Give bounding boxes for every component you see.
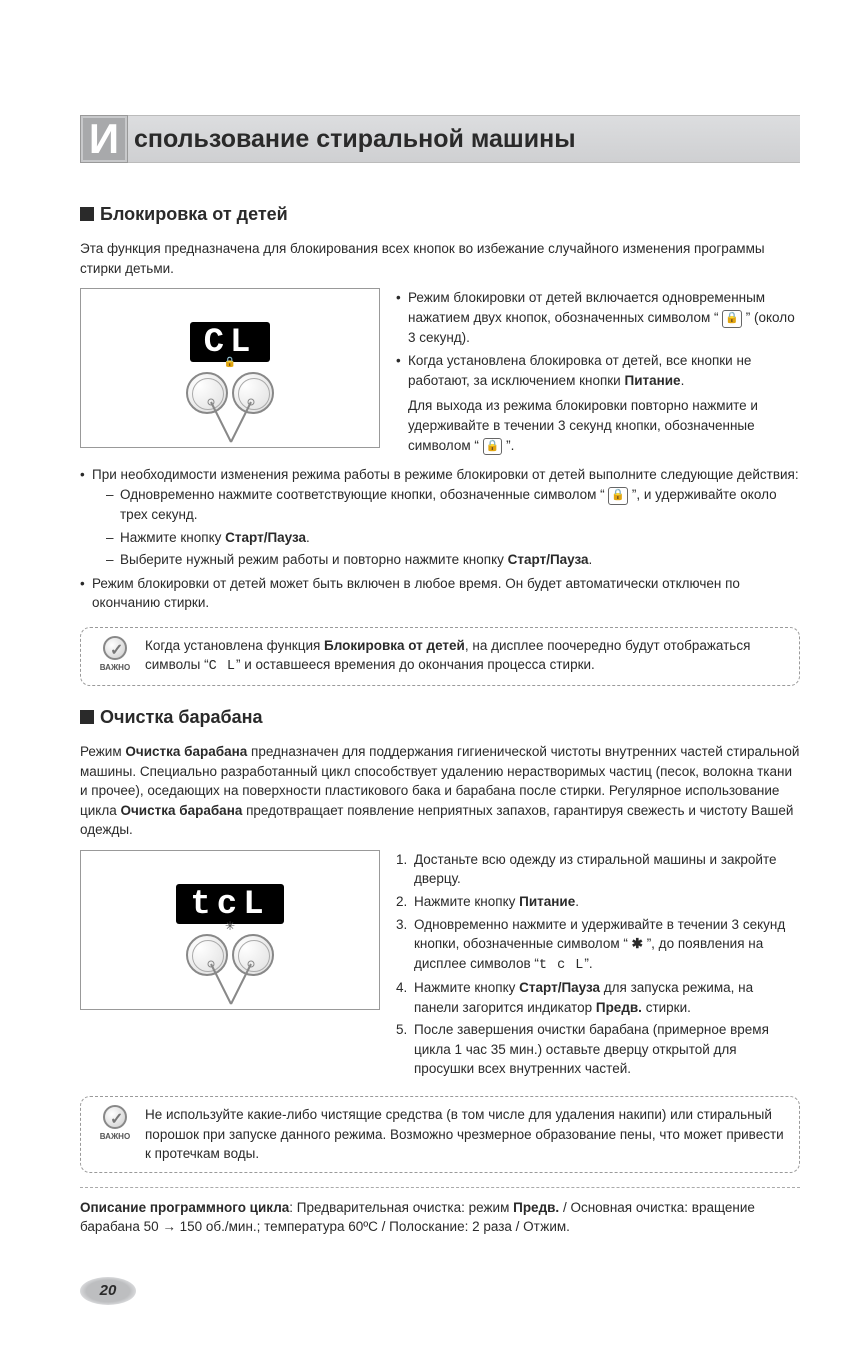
page-number: 20	[80, 1277, 136, 1305]
bullet: Когда установлена блокировка от детей, в…	[396, 351, 800, 390]
check-icon	[103, 636, 127, 660]
lock-icon: 🔒	[608, 487, 628, 505]
dash-item: Выберите нужный режим работы и повторно …	[106, 550, 800, 570]
childlock-row: CL 🔒 Режим блокировки от детей включаетс…	[80, 288, 800, 455]
star-icon: ✱	[632, 936, 643, 951]
important-note-tubclean: ВАЖНО Не используйте какие-либо чистящие…	[80, 1096, 800, 1173]
tubclean-display-panel: tcL ✳	[80, 850, 380, 1010]
step-1: 1.Достаньте всю одежду из стиральной маш…	[396, 850, 800, 889]
bullet: При необходимости изменения режима работ…	[80, 465, 800, 569]
childlock-below-bullets: При необходимости изменения режима работ…	[80, 465, 800, 612]
step-3: 3.Одновременно нажмите и удерживайте в т…	[396, 915, 800, 976]
important-badge: ВАЖНО	[95, 636, 135, 674]
tubclean-row: tcL ✳ 1.Достаньте всю одежду из стиральн…	[80, 850, 800, 1082]
childlock-display-panel: CL 🔒	[80, 288, 380, 448]
childlock-side-text: Режим блокировки от детей включается одн…	[396, 288, 800, 455]
star-icon: ✳	[225, 918, 235, 935]
knob-pair: 🔒	[186, 372, 274, 414]
check-icon	[103, 1105, 127, 1129]
cycle-description: Описание программного цикла: Предварител…	[80, 1187, 800, 1237]
lock-icon: 🔒	[224, 356, 236, 371]
left-knob	[186, 372, 228, 414]
dash-item: Одновременно нажмите соответствующие кно…	[106, 485, 800, 525]
section-heading-childlock: Блокировка от детей	[80, 201, 800, 227]
step-2: 2.Нажмите кнопку Питание.	[396, 892, 800, 912]
childlock-intro: Эта функция предназначена для блокирован…	[80, 239, 800, 278]
note-text: Когда установлена функция Блокировка от …	[145, 636, 785, 677]
tubclean-steps: 1.Достаньте всю одежду из стиральной маш…	[396, 850, 800, 1082]
page-title: И спользование стиральной машины	[80, 115, 800, 163]
bullet: Режим блокировки от детей включается одн…	[396, 288, 800, 347]
title-initial: И	[80, 115, 128, 163]
tubclean-intro: Режим Очистка барабана предназначен для …	[80, 742, 800, 840]
important-note-childlock: ВАЖНО Когда установлена функция Блокиров…	[80, 627, 800, 686]
dash-item: Нажмите кнопку Старт/Пауза.	[106, 528, 800, 548]
page-footer: 20	[80, 1277, 800, 1305]
lock-icon: 🔒	[483, 438, 503, 456]
bullet: Режим блокировки от детей может быть вкл…	[80, 574, 800, 613]
right-knob	[232, 372, 274, 414]
lock-icon: 🔒	[722, 310, 742, 328]
step-4: 4.Нажмите кнопку Старт/Пауза для запуска…	[396, 978, 800, 1017]
step-5: 5.После завершения очистки барабана (при…	[396, 1020, 800, 1079]
paragraph: Для выхода из режима блокировки повторно…	[396, 396, 800, 455]
note-text: Не используйте какие-либо чистящие средс…	[145, 1105, 785, 1164]
title-rest: спользование стиральной машины	[128, 115, 800, 163]
right-knob	[232, 934, 274, 976]
knob-pair: ✳	[186, 934, 274, 976]
important-badge: ВАЖНО	[95, 1105, 135, 1143]
left-knob	[186, 934, 228, 976]
section-heading-tubclean: Очистка барабана	[80, 704, 800, 730]
